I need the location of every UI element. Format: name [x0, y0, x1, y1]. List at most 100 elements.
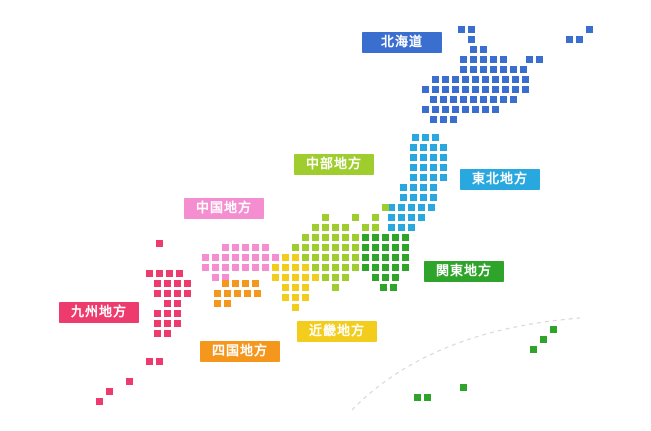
- tohoku-tile: [410, 154, 417, 161]
- kinki-tile: [292, 254, 299, 261]
- kinki-tile: [292, 294, 299, 301]
- hokkaido-tile: [440, 96, 447, 103]
- kanto-tile: [530, 346, 537, 353]
- chubu-tile: [362, 224, 369, 231]
- hokkaido-tile: [442, 86, 449, 93]
- kyushu-tile: [154, 310, 161, 317]
- kanto-tile: [382, 274, 389, 281]
- kanto-tile: [382, 234, 389, 241]
- kyushu-tile: [164, 310, 171, 317]
- label-chubu[interactable]: 中部地方: [294, 154, 374, 175]
- kanto-tile: [372, 244, 379, 251]
- tohoku-tile: [388, 214, 395, 221]
- chubu-tile: [302, 234, 309, 241]
- hokkaido-tile: [462, 106, 469, 113]
- kanto-tile: [392, 254, 399, 261]
- kanto-tile: [414, 394, 421, 401]
- hokkaido-tile: [432, 86, 439, 93]
- kanto-tile: [540, 336, 547, 343]
- kyushu-tile: [174, 310, 181, 317]
- shikoku-tile: [224, 300, 231, 307]
- chubu-tile: [322, 254, 329, 261]
- label-hokkaido[interactable]: 北海道: [362, 32, 442, 53]
- kinki-tile: [272, 274, 279, 281]
- tohoku-tile: [432, 134, 439, 141]
- kinki-tile: [302, 294, 309, 301]
- chugoku-tile: [222, 244, 229, 251]
- hokkaido-tile: [458, 26, 465, 33]
- chubu-tile: [382, 204, 389, 211]
- kinki-tile: [302, 264, 309, 271]
- shikoku-tile: [234, 290, 241, 297]
- chugoku-tile: [212, 264, 219, 271]
- hokkaido-tile: [460, 96, 467, 103]
- kyushu-tile: [174, 300, 181, 307]
- tohoku-tile: [408, 214, 415, 221]
- chubu-tile: [372, 224, 379, 231]
- hokkaido-tile: [512, 76, 519, 83]
- chugoku-tile: [262, 264, 269, 271]
- label-kyushu[interactable]: 九州地方: [59, 302, 139, 323]
- tohoku-tile: [410, 164, 417, 171]
- chubu-tile: [322, 274, 329, 281]
- chubu-tile: [372, 214, 379, 221]
- chubu-tile: [332, 234, 339, 241]
- hokkaido-tile: [510, 66, 517, 73]
- tohoku-tile: [388, 204, 395, 211]
- tohoku-tile: [398, 214, 405, 221]
- kanto-tile: [372, 254, 379, 261]
- hokkaido-tile: [492, 106, 499, 113]
- hokkaido-tile: [566, 36, 573, 43]
- shikoku-tile: [244, 290, 251, 297]
- kanto-tile: [372, 264, 379, 271]
- kanto-tile: [372, 274, 379, 281]
- hokkaido-tile: [432, 76, 439, 83]
- chubu-tile: [352, 244, 359, 251]
- hokkaido-tile: [492, 76, 499, 83]
- kyushu-tile: [156, 358, 163, 365]
- tohoku-tile: [430, 144, 437, 151]
- hokkaido-tile: [536, 56, 543, 63]
- kinki-tile: [282, 254, 289, 261]
- hokkaido-tile: [576, 36, 583, 43]
- kyushu-tile: [166, 270, 173, 277]
- hokkaido-tile: [502, 86, 509, 93]
- kanto-tile: [550, 326, 557, 333]
- label-kanto[interactable]: 関東地方: [424, 261, 504, 282]
- kanto-tile: [390, 284, 397, 291]
- chubu-tile: [332, 254, 339, 261]
- tohoku-tile: [430, 154, 437, 161]
- kinki-tile: [272, 264, 279, 271]
- chugoku-tile: [212, 254, 219, 261]
- chugoku-tile: [232, 254, 239, 261]
- shikoku-tile: [254, 290, 261, 297]
- hokkaido-tile: [500, 56, 507, 63]
- hokkaido-tile: [502, 76, 509, 83]
- hokkaido-tile: [460, 56, 467, 63]
- kanto-tile: [402, 264, 409, 271]
- chugoku-tile: [212, 274, 219, 281]
- kanto-tile: [392, 234, 399, 241]
- tohoku-tile: [420, 144, 427, 151]
- hokkaido-tile: [460, 66, 467, 73]
- hokkaido-tile: [470, 96, 477, 103]
- kyushu-tile: [126, 378, 133, 385]
- kanto-tile: [362, 254, 369, 261]
- label-chugoku[interactable]: 中国地方: [184, 198, 264, 219]
- label-tohoku[interactable]: 東北地方: [460, 169, 540, 190]
- hokkaido-tile: [510, 96, 517, 103]
- chugoku-tile: [232, 244, 239, 251]
- tohoku-tile: [420, 184, 427, 191]
- label-shikoku[interactable]: 四国地方: [200, 341, 280, 362]
- chubu-tile: [322, 264, 329, 271]
- tohoku-tile: [430, 164, 437, 171]
- chubu-tile: [312, 244, 319, 251]
- hokkaido-tile: [482, 106, 489, 113]
- chugoku-tile: [242, 244, 249, 251]
- kyushu-tile: [184, 280, 191, 287]
- kyushu-tile: [96, 398, 103, 405]
- kyushu-tile: [176, 270, 183, 277]
- kyushu-tile: [154, 330, 161, 337]
- chugoku-tile: [252, 244, 259, 251]
- label-kinki[interactable]: 近畿地方: [297, 321, 377, 342]
